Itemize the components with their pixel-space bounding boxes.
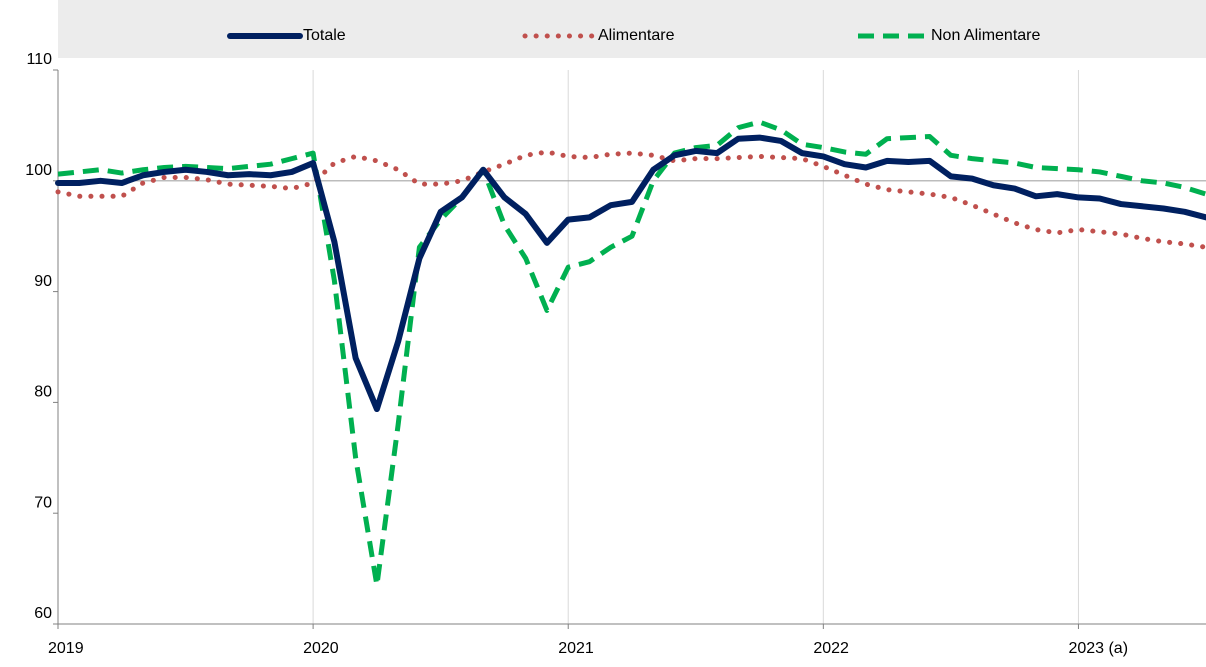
y-tick-label: 110 xyxy=(26,51,52,68)
y-tick-label: 60 xyxy=(34,605,52,622)
x-tick-label: 2020 xyxy=(303,640,339,657)
y-tick-label: 80 xyxy=(34,384,52,401)
x-tick-label: 2019 xyxy=(48,640,84,657)
y-tick-label: 70 xyxy=(34,494,52,511)
legend-label: Alimentare xyxy=(598,27,675,44)
series-line xyxy=(57,119,1206,588)
x-tick-label: 2022 xyxy=(813,640,849,657)
x-tick-label: 2023 (a) xyxy=(1068,640,1128,657)
series-line xyxy=(55,149,1206,250)
y-tick-label: 100 xyxy=(25,162,52,179)
y-tick-label: 90 xyxy=(34,273,52,290)
x-tick-label: 2021 xyxy=(558,640,594,657)
series-line xyxy=(55,134,1206,413)
legend-background xyxy=(58,0,1206,58)
legend-label: Totale xyxy=(303,27,346,44)
legend-label: Non Alimentare xyxy=(931,27,1040,44)
